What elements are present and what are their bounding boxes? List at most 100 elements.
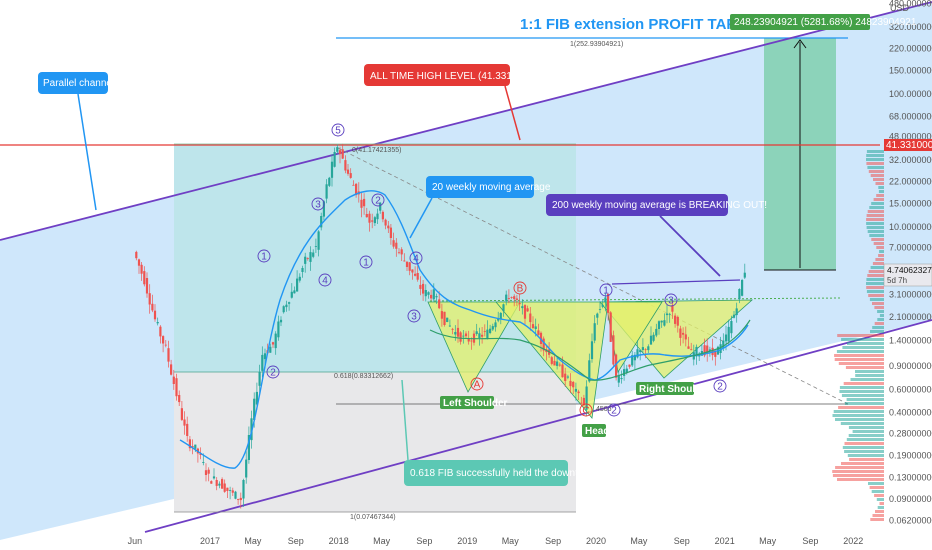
candle-body [454, 332, 457, 335]
volume-bar [868, 270, 884, 273]
fib-zone-bottom [174, 372, 576, 512]
candle-body [499, 313, 502, 319]
candle-body [572, 382, 575, 388]
volume-bar [872, 326, 884, 329]
volume-bar [834, 358, 884, 361]
ma200-line [429, 319, 751, 381]
wave-label: 3 [411, 312, 417, 323]
candle-body [384, 219, 387, 226]
volume-bar [838, 406, 884, 409]
volume-bar [848, 434, 884, 437]
volume-bar [839, 386, 884, 389]
wave-label-circle [607, 403, 621, 417]
wave-label: 2 [375, 196, 381, 207]
candle-body [483, 331, 486, 332]
candle-body [360, 199, 363, 208]
volume-bar [842, 346, 884, 349]
volume-bar [874, 494, 884, 497]
y-tick-label: 7.00000000 [889, 243, 932, 253]
x-tick-label: 2017 [200, 536, 220, 546]
candle-body [531, 324, 535, 328]
svg-text:248.23904921 (5281.68%) 248239: 248.23904921 (5281.68%) 24823904921 [734, 17, 917, 28]
candle-body [598, 309, 602, 310]
wave-label-circle [371, 193, 385, 207]
candle-body [349, 173, 352, 178]
wave-label: C [582, 406, 589, 417]
volume-bar [873, 242, 884, 245]
fib-label-mid: 0.618(0.83312662) [334, 373, 393, 380]
candle-body [518, 303, 521, 305]
svg-text:5d 7h: 5d 7h [887, 276, 907, 285]
annotation-ma200[interactable]: 200 weekly moving average is BREAKING OU… [546, 194, 767, 277]
candle-body [475, 331, 478, 334]
y-tick-label: 0.06200000 [889, 515, 932, 525]
y-tick-label: 1.40000000 [889, 335, 932, 345]
wave-label: 1 [603, 286, 609, 297]
candle-body [542, 338, 545, 351]
volume-bar [866, 226, 884, 229]
candle-body [529, 313, 532, 323]
volume-bar [866, 162, 884, 165]
candle-body [306, 258, 309, 259]
y-tick-label: 150.00000000 [889, 66, 932, 76]
x-axis[interactable]: Jun 2017 May Sep 2018 May Sep 2019 May Sep 2020 May… [128, 536, 864, 546]
candle-body [459, 332, 462, 342]
x-tick-label: Sep [674, 536, 690, 546]
x-tick-label: 2020 [586, 536, 606, 546]
annotation-ma20[interactable]: 20 weekly moving average [409, 176, 551, 239]
candle-body [373, 217, 376, 224]
candle-body [212, 476, 216, 479]
candle-body [338, 150, 342, 155]
volume-bar [867, 210, 884, 213]
y-tick-label: 0.40000000 [889, 408, 932, 418]
candle-body [341, 149, 344, 159]
wave-labels: 1 2 3 4 5 1 2 3 4 A B C 1 2 3 2 [257, 123, 727, 417]
candle-body [371, 220, 374, 222]
annotation-ath[interactable]: ALL TIME HIGH LEVEL (41.331 USD) [364, 64, 539, 141]
candle-body [269, 346, 272, 353]
channel-lower-line [144, 319, 932, 533]
candle-body [279, 319, 283, 323]
candle-body [237, 499, 240, 500]
y-axis[interactable]: 480.00000000 320.00000000 220.00000000 150.… [889, 0, 932, 525]
volume-bar [841, 338, 884, 341]
volume-bar [877, 506, 884, 509]
volume-bar [866, 218, 884, 221]
volume-bar [834, 354, 884, 357]
svg-text:0.618 FIB successfully held th: 0.618 FIB successfully held the downtren… [410, 468, 598, 479]
x-tick-label: 2022 [843, 536, 863, 546]
annotation-parallel-channel[interactable]: Parallel channel [38, 72, 114, 211]
wave-label-circle [266, 365, 280, 379]
volume-bar [866, 150, 884, 153]
volume-bar [868, 294, 884, 297]
candle-body [553, 360, 556, 366]
candle-body [448, 325, 451, 327]
volume-bar [872, 514, 884, 517]
neckline [429, 297, 843, 302]
x-tick-label: Sep [802, 536, 818, 546]
candle-body [521, 306, 524, 309]
candle-body [314, 246, 317, 247]
volume-bar [837, 334, 884, 337]
candle-body [435, 296, 438, 298]
volume-bar [848, 426, 884, 429]
x-tick-label: 2021 [715, 536, 735, 546]
volume-bar [869, 486, 884, 489]
candle-body [328, 177, 331, 186]
volume-bar [870, 266, 884, 269]
y-tick-label: 3.10000000 [889, 290, 932, 300]
candle-body [234, 491, 237, 499]
volume-bar [866, 158, 884, 161]
volume-bar [833, 410, 884, 413]
profit-target-label: 248.23904921 (5281.68%) 24823904921 [730, 14, 917, 30]
candle-body [194, 444, 197, 449]
wave-label: 4 [322, 276, 328, 287]
candle-body [735, 308, 738, 316]
annotation-fib-held[interactable]: 0.618 FIB successfully held the downtren… [401, 379, 598, 486]
candle-body [513, 296, 516, 300]
candle-body [301, 268, 304, 272]
candle-body [325, 184, 328, 199]
candle-body [609, 312, 612, 342]
candle-body [202, 462, 205, 463]
